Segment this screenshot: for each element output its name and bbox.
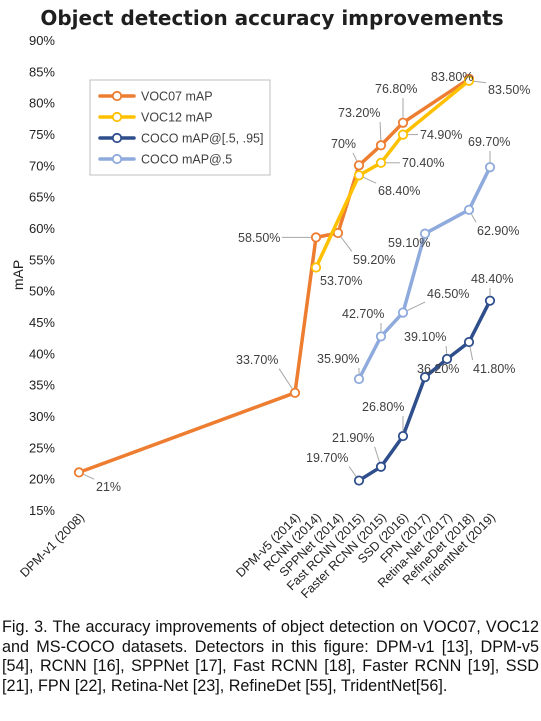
data-point (73, 467, 85, 478)
leader-line (363, 176, 377, 184)
y-tick-label: 35% (29, 378, 55, 393)
leader-line (379, 121, 382, 141)
data-label: 21% (96, 480, 121, 494)
data-point (310, 262, 322, 273)
chart-title: Object detection accuracy improvements (40, 6, 503, 30)
data-label: 39.10% (404, 330, 446, 344)
data-point (353, 170, 365, 181)
leader-line (352, 152, 358, 162)
leader-line (278, 368, 293, 389)
data-label: 35.90% (317, 352, 359, 366)
data-label: 46.50% (427, 287, 469, 301)
leader-line (348, 466, 357, 477)
data-point (397, 430, 409, 442)
y-tick-label: 80% (29, 96, 55, 111)
y-tick-label: 75% (29, 127, 55, 142)
data-point (353, 373, 365, 385)
y-tick-label: 15% (29, 503, 55, 518)
leader-line (83, 473, 95, 480)
series-line-2 (357, 298, 492, 483)
data-point (310, 232, 322, 243)
data-point (419, 372, 431, 383)
data-label: 83.50% (488, 83, 530, 97)
data-label: 62.90% (477, 224, 519, 238)
data-point (397, 307, 409, 318)
legend-entry-label: VOC07 mAP (141, 90, 213, 104)
series-line-3 (357, 165, 492, 381)
y-tick-label: 60% (29, 221, 55, 236)
data-label: 76.80% (375, 82, 417, 96)
data-label: 53.70% (320, 274, 362, 288)
y-tick-label: 65% (29, 190, 55, 205)
legend-swatch-marker (111, 111, 123, 123)
y-tick-label: 20% (29, 472, 55, 487)
data-point (463, 204, 475, 215)
data-label: 21.90% (332, 431, 374, 445)
legend-entry-label: VOC12 mAP (141, 111, 213, 125)
data-label: 48.40% (471, 272, 513, 286)
data-point (375, 461, 387, 472)
legend-entry-label: COCO mAP@.5 (141, 153, 232, 167)
data-point (441, 353, 453, 365)
data-label: 58.50% (238, 231, 280, 245)
data-point (375, 331, 387, 342)
y-tick-label: 90% (29, 33, 55, 48)
legend-entry-label: COCO mAP@[.5, .95] (141, 132, 263, 146)
data-label: 73.20% (338, 106, 380, 120)
y-tick-label: 25% (29, 440, 55, 455)
y-axis-label: mAP (10, 260, 26, 290)
y-tick-label: 40% (29, 346, 55, 361)
x-tick-labels: DPM-v1 (2008) DPM-v5 (2014)RCNN (2014)SPP… (17, 510, 498, 600)
leader-line (471, 213, 477, 223)
leader-line (469, 346, 474, 361)
accuracy-line-chart: Object detection accuracy improvements m… (10, 6, 530, 600)
data-label: 70% (331, 137, 356, 151)
data-label: 59.10% (388, 236, 430, 250)
chart-legend: VOC07 mAP VOC12 mAP COCO mAP@[.5, .95] COCO… (89, 79, 271, 176)
series-layer (73, 73, 496, 486)
data-point (484, 162, 496, 173)
y-tick-label: 70% (29, 158, 55, 173)
leader-line (473, 80, 487, 84)
y-tick-label: 50% (29, 284, 55, 299)
data-label: 26.80% (362, 400, 404, 414)
data-label: 74.90% (420, 128, 462, 142)
data-point (484, 295, 496, 306)
y-tick-label: 45% (29, 315, 55, 330)
data-point (289, 387, 301, 398)
data-point (463, 75, 475, 86)
data-point (463, 336, 475, 348)
y-tick-label: 85% (29, 64, 55, 79)
leader-line (407, 301, 426, 311)
y-tick-label: 30% (29, 409, 55, 424)
legend-swatch-marker (111, 90, 123, 102)
data-label: 68.40% (378, 184, 420, 198)
data-label: 36.20% (417, 362, 459, 376)
data-label: 83.80% (431, 70, 473, 84)
figure-caption: Fig. 3. The accuracy improvements of obj… (2, 618, 539, 695)
legend-swatch-marker (111, 153, 123, 165)
data-label: 33.70% (236, 353, 278, 367)
data-label: 42.70% (342, 307, 384, 321)
data-point (353, 160, 365, 171)
legend-swatch-marker (111, 132, 123, 144)
data-point (353, 475, 365, 486)
data-point (397, 117, 409, 128)
data-point (375, 140, 387, 151)
x-tick-label: DPM-v1 (2008) (17, 510, 87, 580)
data-label: 59.20% (353, 253, 395, 267)
data-point (419, 228, 431, 239)
data-label: 41.80% (473, 362, 515, 376)
leader-line (340, 236, 353, 252)
y-tick-label: 55% (29, 252, 55, 267)
leader-line (374, 446, 380, 463)
data-labels-layer: 21% 33.70% 58.50% 59.20% 70% 73.20% 76.80% 83.8… (83, 70, 530, 494)
data-label: 69.70% (468, 135, 510, 149)
data-point (375, 157, 387, 168)
leader-line (445, 345, 448, 355)
data-label: 19.70% (306, 451, 348, 465)
data-point (397, 129, 409, 140)
y-tick-labels: 15% 20% 25% 30% 35% 40% 45% 50% 55% 60% 65% 70% 75% 8… (29, 33, 55, 518)
data-label: 70.40% (402, 156, 444, 170)
